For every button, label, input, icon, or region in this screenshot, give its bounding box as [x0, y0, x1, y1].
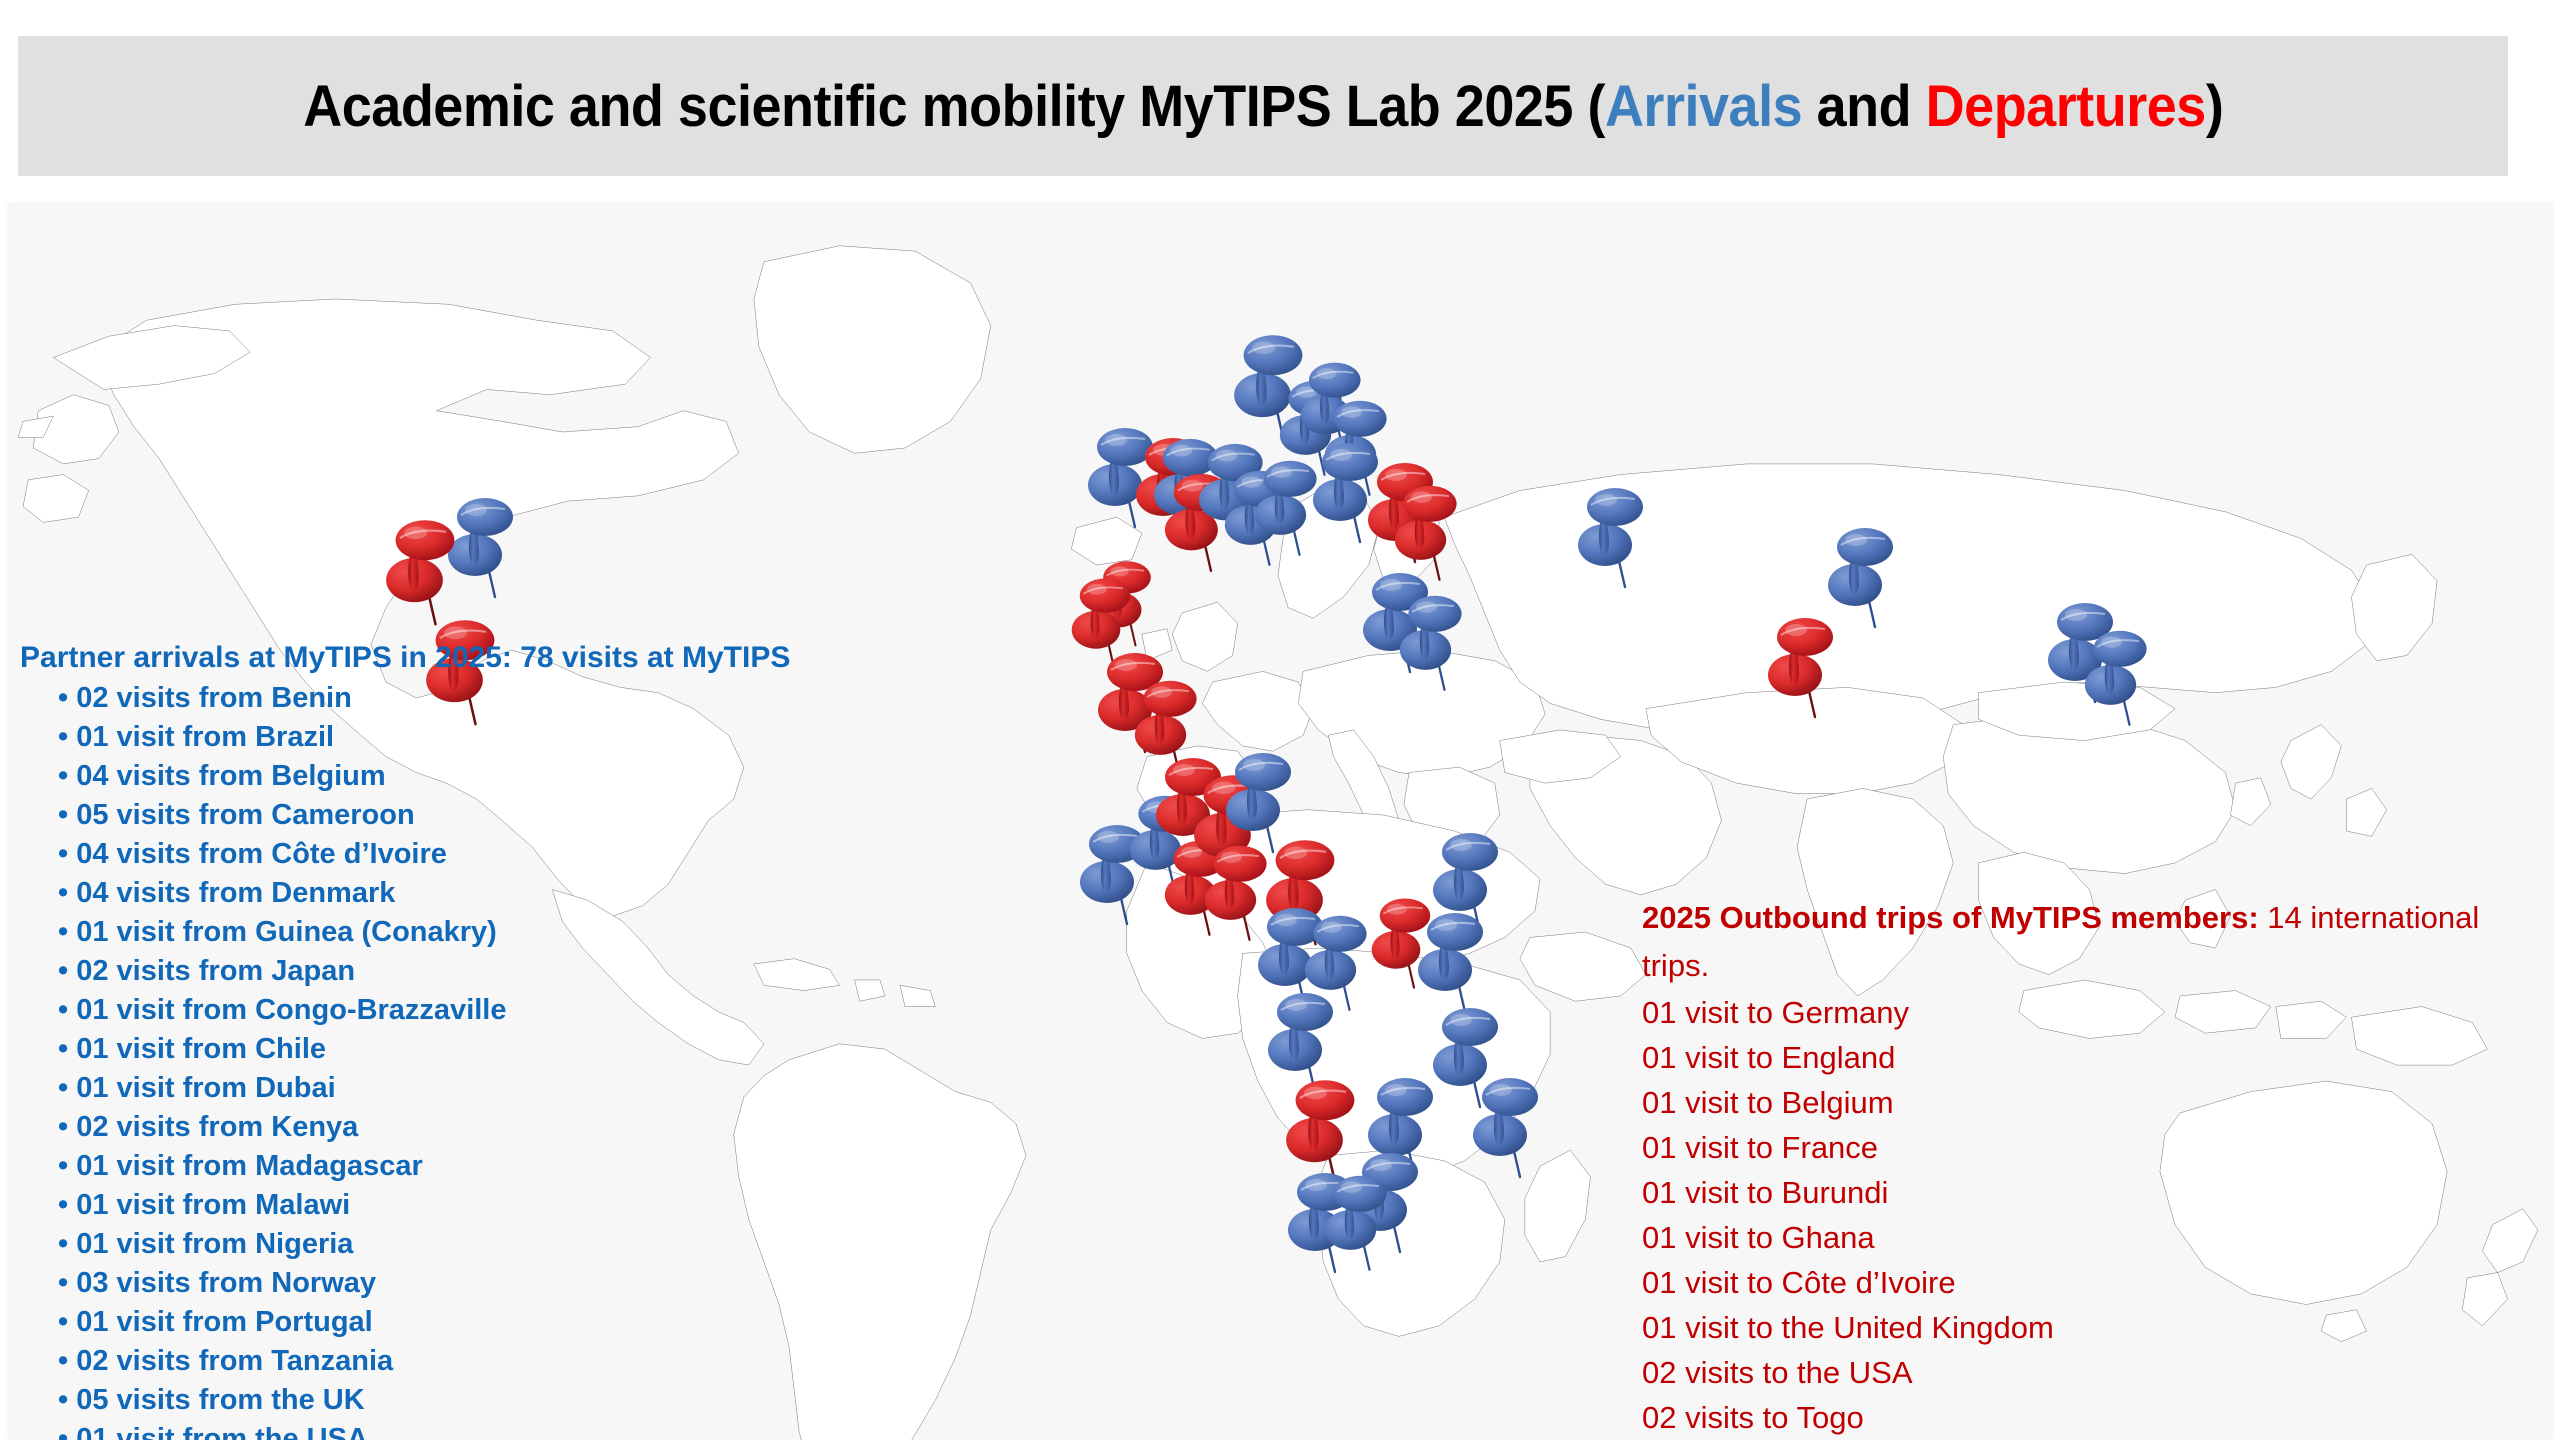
- arrivals-list-item: 01 visit from Congo-Brazzaville: [58, 991, 900, 1030]
- departures-list-item: 01 visit to Ghana: [1642, 1220, 1875, 1255]
- slide-title-bar: Academic and scientific mobility MyTIPS …: [18, 36, 2508, 176]
- title-prefix: Academic and scientific mobility MyTIPS …: [302, 73, 1605, 139]
- departures-list-item: 01 visit to Germany: [1642, 995, 1910, 1030]
- arrivals-list-item: 01 visit from Madagascar: [58, 1147, 900, 1186]
- arrivals-list-item: 01 visit from Chile: [58, 1030, 900, 1069]
- arrivals-list-item: 02 visits from Benin: [58, 679, 900, 718]
- world-map-panel: Partner arrivals at MyTIPS in 2025: 78 v…: [8, 206, 2553, 1440]
- arrivals-heading: Partner arrivals at MyTIPS in 2025: 78 v…: [20, 641, 791, 674]
- arrivals-list-item: 01 visit from Portugal: [58, 1303, 900, 1342]
- departures-list-item: 01 visit to France: [1642, 1130, 1879, 1165]
- departures-heading: 2025 Outbound trips of MyTIPS members: 1…: [1642, 894, 2522, 990]
- departures-list-item: 01 visit to Côte d’Ivoire: [1642, 1265, 1956, 1300]
- departures-heading-tail: 14 international trips.: [1642, 900, 2480, 983]
- arrivals-list-item: 05 visits from Cameroon: [58, 796, 900, 835]
- departures-list-item: 01 visit to Burundi: [1642, 1175, 1889, 1210]
- arrivals-list: 02 visits from Benin01 visit from Brazil…: [20, 679, 900, 1440]
- arrivals-list-item: 01 visit from Brazil: [58, 718, 900, 757]
- departures-list-item: 02 visits to the USA: [1642, 1355, 1913, 1390]
- departures-list-item: 01 visit to the United Kingdom: [1642, 1310, 2054, 1345]
- title-arrivals-word: Arrivals: [1604, 73, 1803, 139]
- page-title: Academic and scientific mobility MyTIPS …: [302, 73, 2224, 140]
- arrivals-list-item: 04 visits from Belgium: [58, 757, 900, 796]
- arrivals-list-item: 04 visits from Denmark: [58, 874, 900, 913]
- arrivals-list-item: 05 visits from the UK: [58, 1381, 900, 1420]
- arrivals-list-item: 03 visits from Norway: [58, 1264, 900, 1303]
- arrivals-list-item: 02 visits from Kenya: [58, 1108, 900, 1147]
- arrivals-list-item: 01 visit from Guinea (Conakry): [58, 913, 900, 952]
- arrivals-list-item: 04 visits from Côte d’Ivoire: [58, 835, 900, 874]
- title-departures-word: Departures: [1925, 73, 2206, 139]
- arrivals-list-item: 01 visit from Malawi: [58, 1186, 900, 1225]
- arrivals-list-item: 02 visits from Japan: [58, 952, 900, 991]
- arrivals-list-item: 02 visits from Tanzania: [58, 1342, 900, 1381]
- departures-heading-lead: 2025 Outbound trips of MyTIPS members:: [1642, 900, 2259, 935]
- title-conjunction: and: [1801, 73, 1926, 139]
- departures-list: 01 visit to Germany 01 visit to England 01…: [1642, 990, 2522, 1440]
- departures-list-item: 02 visits to Togo: [1642, 1400, 1864, 1435]
- departures-text-block: 2025 Outbound trips of MyTIPS members: 1…: [1642, 894, 2522, 1440]
- departures-list-item: 01 visit to England: [1642, 1040, 1896, 1075]
- arrivals-list-item: 01 visit from Nigeria: [58, 1225, 900, 1264]
- arrivals-list-item: 01 visit from the USA: [58, 1420, 900, 1440]
- arrivals-text-block: Partner arrivals at MyTIPS in 2025: 78 v…: [20, 638, 900, 1440]
- arrivals-list-item: 01 visit from Dubai: [58, 1069, 900, 1108]
- departures-list-item: 01 visit to Belgium: [1642, 1085, 1894, 1120]
- title-suffix: ): [2205, 73, 2224, 139]
